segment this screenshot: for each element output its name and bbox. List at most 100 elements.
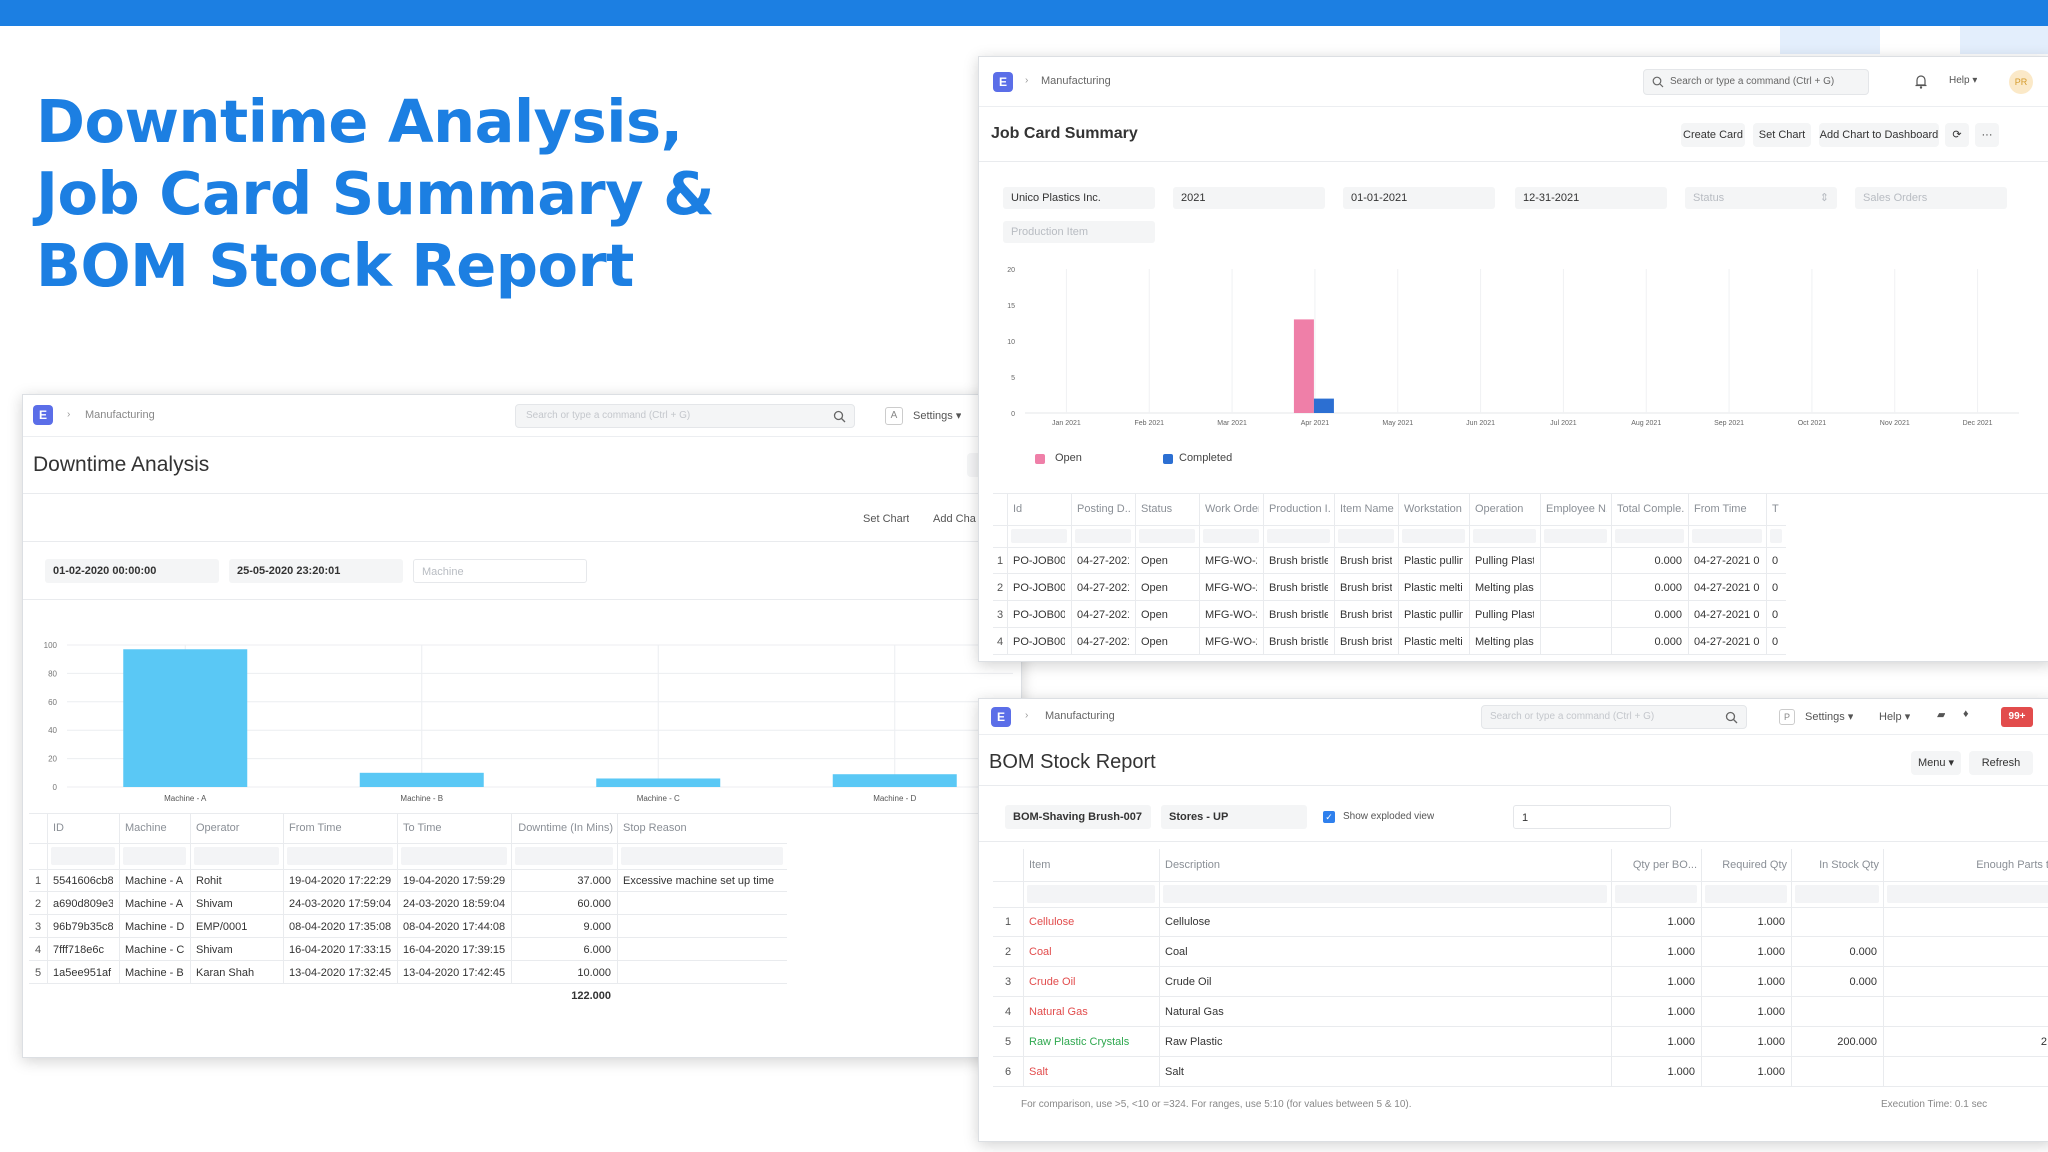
warehouse-filter[interactable]: Stores - UP — [1161, 805, 1307, 829]
fiscal-year-filter[interactable]: 2021 — [1173, 187, 1325, 209]
column-header[interactable]: From Time — [289, 822, 342, 834]
column-header[interactable]: Qty per BO... — [1632, 859, 1697, 871]
column-filter-input[interactable] — [1267, 529, 1330, 543]
table-row[interactable]: 2 PO-JOB000... 04-27-2021 Open MFG-WO-2... Br… — [993, 574, 1786, 601]
breadcrumb[interactable]: Manufacturing — [1041, 75, 1111, 87]
chat-icon[interactable]: ▰ — [1937, 709, 1946, 721]
help-dropdown[interactable]: Help ▾ — [1879, 710, 1910, 723]
item-link-cell[interactable]: Salt — [1029, 1066, 1048, 1078]
column-filter-input[interactable] — [401, 847, 507, 865]
to-date-filter[interactable]: 25-05-2020 23:20:01 — [229, 559, 403, 583]
table-row[interactable]: 1 Cellulose Cellulose 1.000 1.000 — [993, 907, 2048, 937]
sales-orders-filter[interactable]: Sales Orders — [1855, 187, 2007, 209]
add-chart-button[interactable]: Add Cha — [933, 513, 976, 525]
item-link-cell[interactable]: Crude Oil — [1029, 976, 1076, 988]
table-row[interactable]: 1 5541606cb8 Machine - A Rohit 19-04-2020 17… — [29, 869, 787, 892]
table-row[interactable]: 2 Coal Coal 1.000 1.000 0.000 — [993, 937, 2048, 967]
search-input[interactable]: Search or type a command (Ctrl + G) — [1643, 69, 1869, 95]
column-header[interactable]: T — [1772, 503, 1779, 515]
table-row[interactable]: 2 a690d809e3 Machine - A Shivam 24-03-2020 1… — [29, 892, 787, 915]
id-cell[interactable]: a690d809e3 — [53, 897, 113, 910]
table-row[interactable]: 5 Raw Plastic Crystals Raw Plastic 1.000 1.0… — [993, 1027, 2048, 1057]
column-header[interactable]: Description — [1165, 859, 1221, 871]
item-link-cell[interactable]: Cellulose — [1029, 916, 1075, 928]
avatar[interactable]: PR — [2009, 70, 2033, 94]
column-filter-input[interactable] — [1770, 529, 1782, 543]
column-header[interactable]: Item Name — [1340, 503, 1394, 515]
column-filter-input[interactable] — [1692, 529, 1762, 543]
column-header[interactable]: Operator — [196, 822, 240, 834]
column-filter-input[interactable] — [1473, 529, 1536, 543]
column-header[interactable]: Id — [1013, 503, 1023, 515]
id-cell[interactable]: 7fff718e6c — [53, 943, 104, 956]
table-row[interactable]: 4 Natural Gas Natural Gas 1.000 1.000 — [993, 997, 2048, 1027]
column-filter-input[interactable] — [1203, 529, 1259, 543]
breadcrumb[interactable]: Manufacturing — [1045, 710, 1115, 722]
column-header[interactable]: Work Order — [1205, 503, 1259, 515]
column-header[interactable]: Downtime (In Mins) — [518, 822, 613, 834]
help-dropdown[interactable]: Help ▾ — [1949, 75, 1977, 86]
to-date-filter[interactable]: 12-31-2021 — [1515, 187, 1667, 209]
id-cell[interactable]: 96b79b35c8 — [53, 920, 113, 933]
status-filter[interactable]: Status ⇕ — [1685, 187, 1837, 209]
production-item-filter[interactable]: Production Item — [1003, 221, 1155, 243]
table-row[interactable]: 5 1a5ee951af Machine - B Karan Shah 13-04-20… — [29, 961, 787, 984]
notification-bell-icon[interactable]: ♦ — [1963, 708, 1969, 720]
column-header[interactable]: Stop Reason — [623, 822, 687, 834]
notification-badge[interactable]: 99+ — [2001, 707, 2033, 727]
qty-to-produce-field[interactable]: 1 — [1513, 805, 1671, 829]
column-filter-input[interactable] — [194, 847, 279, 865]
avatar[interactable]: P — [1779, 709, 1795, 725]
column-header[interactable]: Status — [1141, 503, 1173, 515]
refresh-button[interactable]: Refresh — [1969, 751, 2033, 775]
create-card-button[interactable]: Create Card — [1681, 123, 1745, 147]
company-filter[interactable]: Unico Plastics Inc. — [1003, 187, 1155, 209]
item-link-cell[interactable]: Raw Plastic Crystals — [1029, 1036, 1130, 1048]
column-filter-input[interactable] — [287, 847, 393, 865]
app-logo-icon[interactable]: E — [993, 72, 1013, 92]
app-logo-icon[interactable]: E — [33, 405, 53, 425]
from-date-filter[interactable]: 01-01-2021 — [1343, 187, 1495, 209]
column-filter-input[interactable] — [1338, 529, 1394, 543]
column-header[interactable]: Workstation — [1404, 503, 1462, 515]
show-exploded-checkbox[interactable]: ✓ — [1323, 811, 1335, 823]
job-card-id-cell[interactable]: PO-JOB000... — [1013, 635, 1065, 648]
column-header[interactable]: ID — [53, 822, 64, 834]
column-header[interactable]: Item — [1029, 859, 1051, 871]
column-filter-input[interactable] — [1795, 885, 1879, 903]
column-filter-input[interactable] — [1027, 885, 1155, 903]
column-header[interactable]: Production I... — [1269, 503, 1330, 515]
search-input[interactable]: Search or type a command (Ctrl + G) — [1481, 705, 1747, 729]
column-header[interactable]: Total Comple... — [1617, 503, 1684, 515]
avatar[interactable]: A — [885, 407, 903, 425]
table-row[interactable]: 6 Salt Salt 1.000 1.000 — [993, 1057, 2048, 1087]
column-filter-input[interactable] — [1615, 885, 1697, 903]
table-row[interactable]: 3 PO-JOB000... 04-27-2021 Open MFG-WO-2... Br… — [993, 601, 1786, 628]
column-header[interactable]: Posting D... — [1077, 503, 1131, 515]
set-chart-button[interactable]: Set Chart — [863, 513, 910, 525]
id-cell[interactable]: 1a5ee951af — [53, 966, 112, 979]
column-filter-input[interactable] — [1705, 885, 1787, 903]
column-filter-input[interactable] — [621, 847, 783, 865]
column-filter-input[interactable] — [1615, 529, 1684, 543]
column-header[interactable]: Required Qty — [1722, 859, 1787, 871]
table-row[interactable]: 3 Crude Oil Crude Oil 1.000 1.000 0.000 — [993, 967, 2048, 997]
column-filter-input[interactable] — [51, 847, 115, 865]
column-filter-input[interactable] — [1887, 885, 2048, 903]
table-row[interactable]: 1 PO-JOB000... 04-27-2021 Open MFG-WO-2... Br… — [993, 547, 1786, 574]
job-card-id-cell[interactable]: PO-JOB000... — [1013, 608, 1065, 621]
menu-button[interactable]: Menu ▾ — [1911, 751, 1961, 775]
refresh-icon[interactable]: ⟳ — [1945, 123, 1969, 147]
column-header[interactable]: Operation — [1475, 503, 1524, 515]
column-header[interactable]: From Time — [1694, 503, 1747, 515]
table-row[interactable]: 3 96b79b35c8 Machine - D EMP/0001 08-04-2020… — [29, 915, 787, 938]
column-filter-input[interactable] — [515, 847, 613, 865]
id-cell[interactable]: 5541606cb8 — [53, 874, 113, 887]
settings-dropdown[interactable]: Settings ▾ — [1805, 710, 1853, 723]
settings-dropdown[interactable]: Settings ▾ — [913, 409, 961, 422]
column-filter-input[interactable] — [1011, 529, 1067, 543]
column-header[interactable]: Enough Parts t — [1976, 859, 2048, 871]
column-filter-input[interactable] — [1163, 885, 1607, 903]
set-chart-button[interactable]: Set Chart — [1753, 123, 1811, 147]
column-filter-input[interactable] — [123, 847, 186, 865]
